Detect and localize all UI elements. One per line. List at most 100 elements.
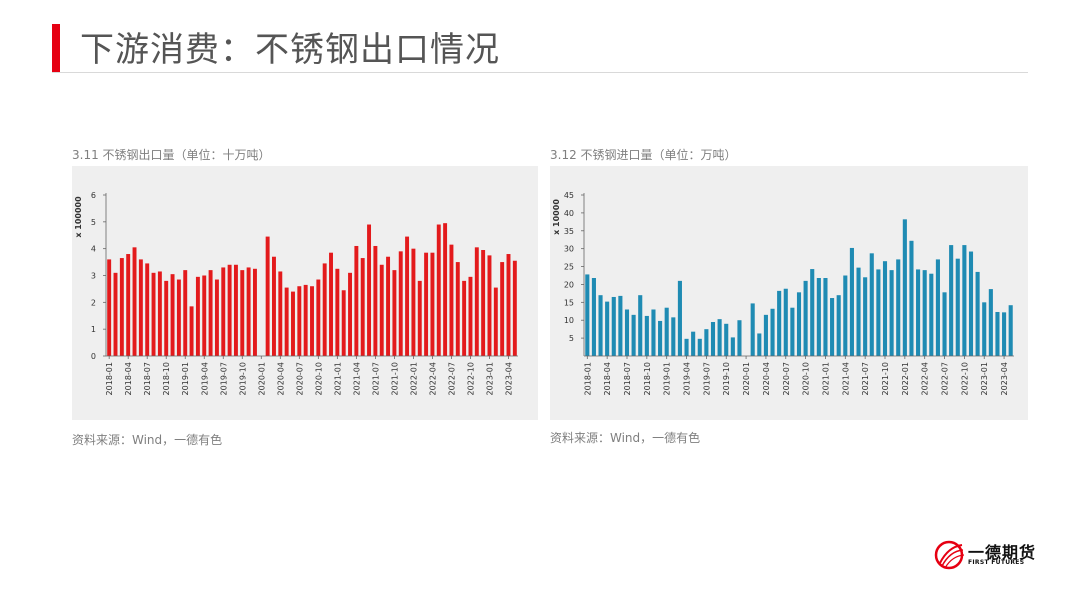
- y-tick-label: 5: [91, 218, 96, 227]
- y-tick-label: 40: [564, 209, 574, 218]
- page-title: 下游消费：不锈钢出口情况: [80, 30, 500, 70]
- y-tick-label: 5: [569, 334, 574, 343]
- bar: [417, 280, 422, 356]
- bar: [796, 292, 802, 356]
- logo-name-en: FIRST FUTURES: [968, 559, 1025, 566]
- bar: [322, 263, 327, 356]
- x-tick-label: 2021-04: [352, 362, 361, 395]
- bar: [684, 338, 689, 356]
- bar: [631, 314, 636, 356]
- bar: [618, 295, 623, 356]
- bar: [151, 272, 156, 356]
- bar: [644, 315, 649, 356]
- bar: [164, 280, 169, 356]
- x-tick-label: 2021-01: [333, 362, 342, 395]
- bar: [189, 306, 194, 356]
- y-tick-label: 45: [564, 191, 574, 200]
- bar: [310, 286, 314, 356]
- x-tick-label: 2018-10: [643, 362, 652, 395]
- chart-title-import: 3.12 不锈钢进口量（单位：万吨）: [550, 148, 737, 162]
- x-tick-label: 2019-04: [683, 362, 692, 395]
- bar: [783, 288, 788, 356]
- x-tick-label: 2022-04: [921, 362, 930, 395]
- x-tick-label: 2021-04: [841, 362, 850, 395]
- bar: [843, 275, 848, 356]
- bar: [803, 280, 808, 356]
- y-tick-label: 35: [564, 227, 574, 236]
- bar: [500, 262, 505, 356]
- y-tick-label: 1: [91, 325, 96, 334]
- bar: [856, 267, 861, 356]
- bar: [252, 268, 257, 356]
- x-tick-label: 2020-04: [276, 362, 285, 395]
- x-tick-label: 2018-10: [162, 362, 171, 395]
- bar: [995, 311, 1000, 356]
- bar: [335, 268, 340, 356]
- x-tick-label: 2022-10: [466, 362, 475, 395]
- bar: [1008, 305, 1013, 356]
- bar: [955, 258, 960, 356]
- x-tick-label: 2022-10: [960, 362, 969, 395]
- bar: [170, 274, 175, 356]
- x-tick-label: 2019-10: [238, 362, 247, 395]
- bar: [157, 271, 162, 356]
- y-tick-label: 0: [91, 352, 96, 361]
- x-tick-label: 2023-04: [504, 362, 513, 395]
- bar: [1002, 312, 1007, 356]
- bar: [455, 262, 460, 356]
- bar: [896, 259, 901, 356]
- x-tick-label: 2018-07: [143, 362, 152, 395]
- bar: [208, 270, 213, 356]
- bar: [348, 272, 352, 356]
- bar: [651, 309, 656, 356]
- title-divider: [52, 72, 1028, 73]
- bar: [585, 274, 590, 356]
- bar: [373, 245, 378, 356]
- bar: [246, 267, 251, 356]
- bar: [272, 256, 276, 356]
- y-tick-label: 25: [564, 263, 574, 272]
- x-tick-label: 2023-01: [485, 362, 494, 395]
- bar: [889, 270, 894, 356]
- bar: [113, 272, 118, 356]
- bar: [126, 254, 131, 356]
- bar: [638, 295, 643, 356]
- bar: [379, 264, 384, 356]
- bar: [424, 252, 429, 356]
- x-tick-label: 2018-04: [124, 362, 133, 395]
- x-tick-label: 2020-01: [257, 362, 266, 395]
- bar: [876, 269, 881, 356]
- bar: [512, 260, 517, 356]
- y-tick-label: 3: [91, 272, 96, 281]
- bar: [691, 331, 696, 356]
- x-tick-label: 2018-07: [623, 362, 632, 395]
- bar: [138, 259, 143, 356]
- bar: [942, 292, 947, 356]
- bar: [316, 279, 321, 356]
- bar: [430, 252, 435, 356]
- bar: [790, 307, 795, 356]
- bar: [863, 277, 868, 356]
- bar: [360, 258, 365, 356]
- bar: [176, 279, 181, 356]
- x-tick-label: 2020-10: [802, 362, 811, 395]
- chart-source-export: 资料来源：Wind，一德有色: [72, 433, 223, 447]
- chart-import-volume: x 10000 5 10 15 20 25 30 35 40 45 2018-01 2018-04 20…: [550, 166, 1028, 420]
- bar: [145, 263, 150, 356]
- x-tick-label: 2023-04: [1000, 362, 1009, 395]
- logo-name-cn: 一德期货: [968, 543, 1037, 562]
- bar: [605, 301, 610, 356]
- x-tick-label: 2021-07: [371, 362, 380, 395]
- bar: [107, 259, 112, 356]
- bar: [710, 322, 716, 356]
- bar: [481, 250, 486, 356]
- bar: [119, 258, 124, 356]
- x-tick-label: 2018-01: [583, 362, 592, 395]
- bar: [849, 247, 854, 356]
- bar: [411, 248, 416, 356]
- x-tick-label: 2021-01: [821, 362, 830, 395]
- bar: [598, 295, 603, 356]
- x-tick-label: 2019-07: [219, 362, 228, 395]
- bar: [367, 224, 372, 356]
- bar: [303, 284, 308, 356]
